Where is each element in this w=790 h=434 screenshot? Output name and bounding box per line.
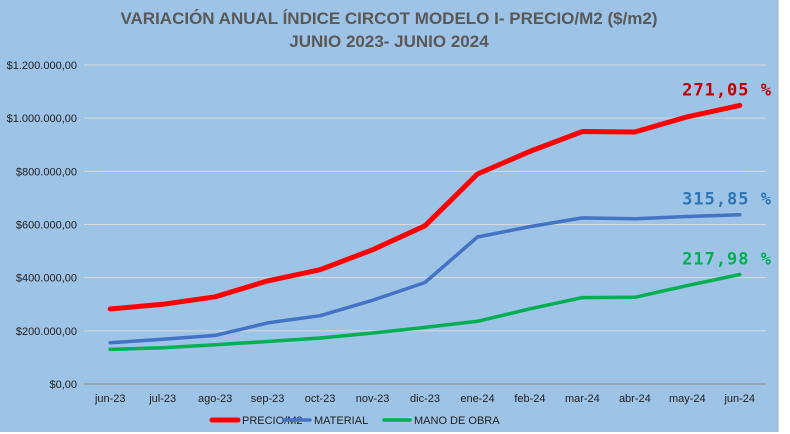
data-point <box>319 315 321 317</box>
y-axis-ticks: $0,00 $200.000,00 $400.000,00 $600.000,00 $8… <box>7 60 77 391</box>
y-tick-label: $400.000,00 <box>16 273 77 285</box>
x-tick-label: ene-24 <box>460 393 494 405</box>
series-line-mano-de-obra <box>108 272 742 352</box>
data-point <box>214 334 216 336</box>
data-point <box>109 342 111 344</box>
x-tick-label: jun-24 <box>723 393 755 405</box>
data-point <box>686 215 688 218</box>
annotations: 271,05 % 315,85 % 217,98 % <box>682 80 772 269</box>
series-line-material <box>108 212 742 345</box>
legend-label: PRECIO/M2 <box>242 415 303 427</box>
y-tick-label: $800.000,00 <box>16 166 77 178</box>
data-point <box>371 332 374 334</box>
y-tick-label: $1.000.000,00 <box>7 113 77 125</box>
x-tick-label: jun-23 <box>94 393 126 405</box>
x-tick-label: feb-24 <box>514 393 545 405</box>
data-point <box>424 281 426 284</box>
x-tick-label: mar-24 <box>565 393 600 405</box>
data-point <box>634 218 636 220</box>
data-point <box>319 337 321 339</box>
data-point <box>739 273 741 276</box>
data-point <box>581 130 583 133</box>
x-tick-label: dic-23 <box>410 393 440 405</box>
data-point <box>739 104 741 107</box>
x-tick-label: oct-23 <box>305 393 336 405</box>
data-point <box>267 322 269 324</box>
data-point <box>109 308 111 310</box>
series-lines <box>107 102 743 352</box>
x-tick-label: may-24 <box>669 393 706 405</box>
data-point <box>529 226 531 228</box>
y-tick-label: $0,00 <box>49 379 77 391</box>
legend: PRECIO/M2 MATERIAL MANO DE OBRA <box>209 415 500 427</box>
chart-subtitle: JUNIO 2023- JUNIO 2024 <box>289 32 489 51</box>
y-tick-label: $200.000,00 <box>16 326 77 338</box>
data-point <box>634 296 636 298</box>
data-point <box>162 303 164 305</box>
data-point <box>476 173 479 175</box>
gridlines <box>84 64 766 385</box>
data-point <box>371 249 374 251</box>
data-point <box>162 338 164 340</box>
x-tick-label: nov-23 <box>356 393 390 405</box>
x-tick-label: jul-23 <box>148 393 176 405</box>
data-point <box>476 236 479 238</box>
x-tick-label: ago-23 <box>198 393 232 405</box>
legend-label: MANO DE OBRA <box>414 415 500 427</box>
data-point <box>424 225 426 227</box>
data-point <box>529 150 531 152</box>
data-point <box>581 217 583 219</box>
data-point <box>529 308 531 310</box>
data-point <box>686 116 688 118</box>
x-axis-ticks: jun-23 jul-23 ago-23 sep-23 oct-23 nov-23 dic-… <box>94 393 755 405</box>
data-point <box>371 299 374 301</box>
data-point <box>162 347 164 349</box>
series-line-precio-m2 <box>107 102 743 312</box>
annotation-label: 271,05 % <box>682 80 772 100</box>
x-tick-label: abr-24 <box>619 393 651 405</box>
data-point <box>267 340 269 343</box>
data-point <box>214 296 216 298</box>
chart-title: VARIACIÓN ANUAL ÍNDICE CIRCOT MODELO I- … <box>120 9 657 28</box>
legend-label: MATERIAL <box>314 415 368 427</box>
data-point <box>634 131 636 133</box>
annotation-label: 315,85 % <box>682 190 772 210</box>
data-point <box>581 297 583 299</box>
data-point <box>476 320 479 322</box>
annotation-label: 217,98 % <box>682 249 772 269</box>
data-point <box>319 269 321 271</box>
y-tick-label: $600.000,00 <box>16 220 77 232</box>
data-point <box>267 280 269 282</box>
data-point <box>109 348 111 351</box>
data-point <box>686 285 688 287</box>
x-tick-label: sep-23 <box>251 393 285 405</box>
data-point <box>424 326 426 328</box>
data-point <box>214 344 216 346</box>
y-tick-label: $1.200.000,00 <box>7 60 77 72</box>
data-point <box>739 214 741 216</box>
